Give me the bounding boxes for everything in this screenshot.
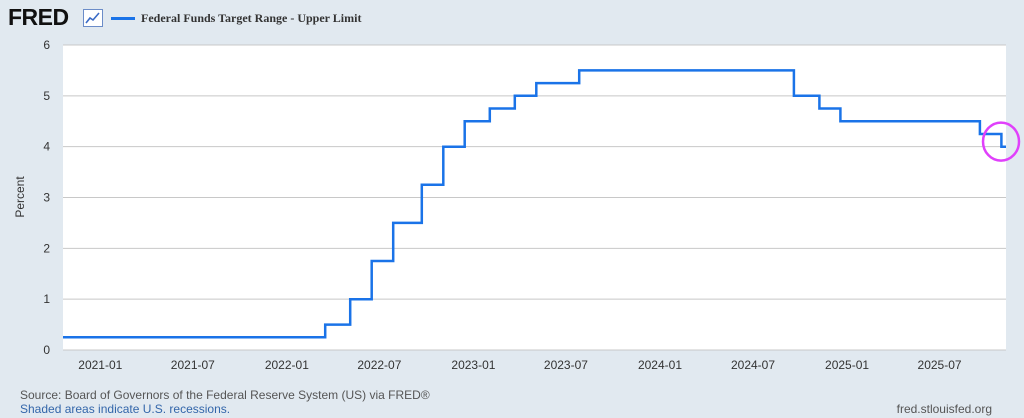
x-tick-label: 2024-07 bbox=[731, 358, 775, 372]
legend-label: Federal Funds Target Range - Upper Limit bbox=[141, 10, 362, 25]
x-tick-label: 2025-01 bbox=[825, 358, 869, 372]
recession-note[interactable]: Shaded areas indicate U.S. recessions. bbox=[20, 402, 231, 416]
x-tick-label: 2021-01 bbox=[78, 358, 122, 372]
y-tick-labels: 0 1 2 3 4 5 6 bbox=[43, 38, 50, 357]
x-tick-label: 2023-07 bbox=[544, 358, 588, 372]
x-tick-label: 2025-07 bbox=[918, 358, 962, 372]
x-tick-labels: 2021-01 2021-07 2022-01 2022-07 2023-01 2023-… bbox=[78, 358, 962, 372]
legend: Federal Funds Target Range - Upper Limit bbox=[111, 8, 361, 28]
legend-swatch bbox=[111, 16, 135, 20]
y-axis-label: Percent bbox=[13, 176, 27, 218]
chart: 0 1 2 3 4 5 6 2021-01 2021-07 2022-01 2022-07 2023… bbox=[13, 38, 1021, 372]
x-tick-label: 2022-01 bbox=[265, 358, 309, 372]
y-tick-label: 3 bbox=[43, 191, 50, 205]
site-link[interactable]: fred.stlouisfed.org bbox=[896, 402, 992, 416]
x-tick-label: 2023-01 bbox=[451, 358, 495, 372]
chart-trend-icon[interactable] bbox=[83, 9, 103, 27]
y-tick-label: 2 bbox=[43, 241, 50, 255]
source-credit: Source: Board of Governors of the Federa… bbox=[20, 388, 430, 402]
y-tick-label: 6 bbox=[43, 38, 50, 52]
x-tick-label: 2021-07 bbox=[171, 358, 215, 372]
y-tick-label: 4 bbox=[43, 140, 50, 154]
series-line bbox=[63, 69, 1006, 339]
x-tick-label: 2022-07 bbox=[357, 358, 401, 372]
y-tick-label: 1 bbox=[43, 292, 50, 306]
highlight-circle bbox=[981, 121, 1021, 162]
y-tick-label: 5 bbox=[43, 89, 50, 103]
x-tick-label: 2024-01 bbox=[638, 358, 682, 372]
y-tick-label: 0 bbox=[43, 343, 50, 357]
fred-logo[interactable]: FRED bbox=[8, 4, 69, 30]
